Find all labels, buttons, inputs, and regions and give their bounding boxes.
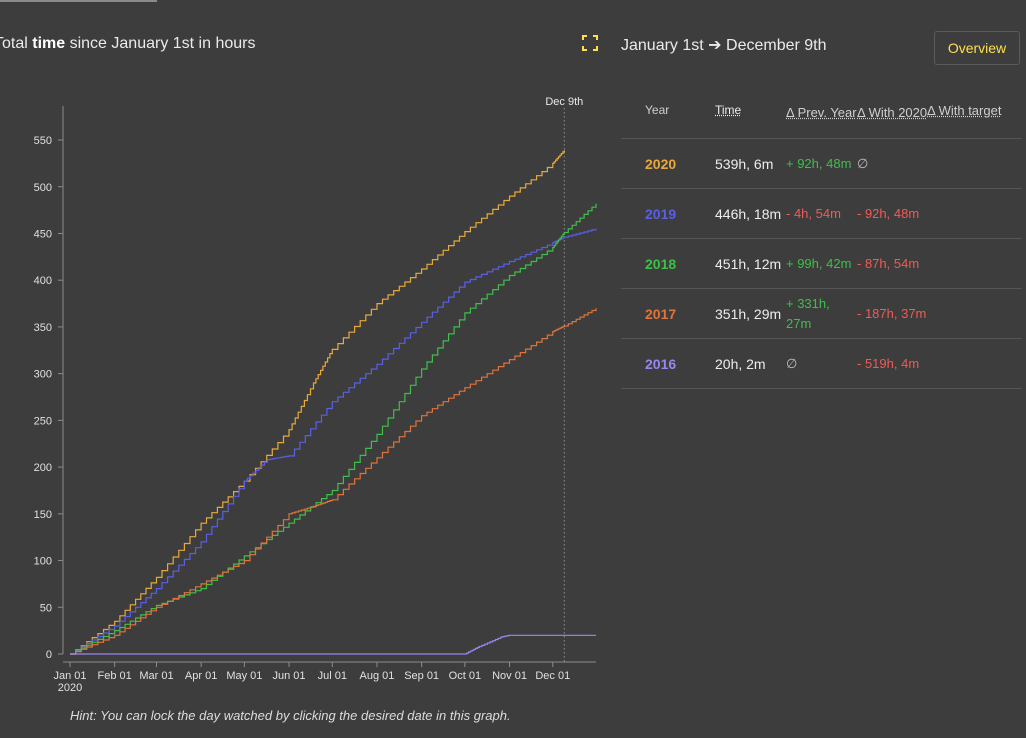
row-year: 2018 [645,255,677,272]
row-delta-prev: - 4h, 54m [786,205,841,221]
row-delta-2020: - 519h, 4m [857,355,920,371]
row-time: 451h, 12m [715,255,782,272]
row-delta-2020: - 92h, 48m [857,205,920,221]
table-row[interactable]: 2017 351h, 29m + 331h, 27m - 187h, 37m [621,289,1022,339]
comparison-table: Year Time Δ Prev. Year Δ With 2020 Δ Wit… [621,93,1022,389]
x-tick-label: Apr 01 [185,670,217,682]
row-delta-2020: ∅ [857,155,869,171]
header-delta-prev-year[interactable]: Δ Prev. Year [786,105,857,120]
x-tick-label: Oct 01 [449,670,481,682]
y-tick-label: 0 [46,649,52,661]
y-tick-label: 500 [34,182,52,194]
row-time: 446h, 18m [715,205,782,222]
row-year: 2019 [645,205,677,222]
y-tick-label: 450 [34,228,52,240]
date-range-label: January 1st ➔ December 9th [621,35,827,55]
x-tick-label: Jan 01 [53,670,86,682]
table-body: 2020 539h, 6m + 92h, 48m ∅ 2019 446h, 18m - 4h… [621,139,1022,389]
table-row[interactable]: 2016 20h, 2m ∅ - 519h, 4m [621,339,1022,389]
row-year: 2017 [645,305,677,322]
x-tick-label: Nov 01 [492,670,527,682]
header-delta-with-target[interactable]: Δ With target [927,103,1002,118]
y-tick-label: 100 [34,556,52,568]
range-from: January 1st [621,37,704,54]
x-tick-label: Mar 01 [139,670,173,682]
series-line-2017 [70,308,597,655]
y-tick-label: 200 [34,462,52,474]
x-tick-label: Feb 01 [98,670,132,682]
header-delta-with-2020[interactable]: Δ With 2020 [857,105,928,120]
row-delta-2020: - 187h, 37m [857,305,927,321]
table-header: Year Time Δ Prev. Year Δ With 2020 Δ Wit… [621,93,1022,139]
series-line-2020 [70,150,565,655]
row-delta-prev: + 331h, 27m [786,295,830,331]
top-tab-indicator [0,0,157,2]
row-delta-prev: ∅ [786,355,798,371]
date-marker-label: Dec 9th [545,96,583,108]
y-tick-label: 150 [34,509,52,521]
overview-button[interactable]: Overview [934,31,1020,65]
y-tick-label: 300 [34,369,52,381]
row-delta-prev: + 92h, 48m [786,155,852,171]
row-year: 2016 [645,355,677,372]
table-row[interactable]: 2019 446h, 18m - 4h, 54m - 92h, 48m [621,189,1022,239]
chart-hint: Hint: You can lock the day watched by cl… [70,708,511,723]
x-tick-label: Aug 01 [360,670,395,682]
chart-title: Total time since January 1st in hours [0,35,256,52]
row-delta-prev: + 99h, 42m [786,255,852,271]
row-time: 20h, 2m [715,355,766,372]
header-time[interactable]: Time [715,103,742,117]
header-year: Year [645,103,670,117]
y-tick-label: 350 [34,322,52,334]
series-line-2019 [70,228,597,655]
y-tick-label: 400 [34,275,52,287]
x-tick-label: Dec 01 [535,670,570,682]
row-year: 2020 [645,155,677,172]
x-tick-label: Jun 01 [273,670,306,682]
range-to: December 9th [726,37,827,54]
y-tick-label: 250 [34,415,52,427]
x-tick-label: May 01 [226,670,262,682]
x-tick-label: Sep 01 [404,670,439,682]
row-delta-2020: - 87h, 54m [857,255,920,271]
x-year-label: 2020 [58,682,82,694]
row-time: 539h, 6m [715,155,774,172]
y-tick-label: 550 [34,135,52,147]
series-line-2016 [70,634,596,655]
row-time: 351h, 29m [715,305,782,322]
table-row[interactable]: 2020 539h, 6m + 92h, 48m ∅ [621,139,1022,189]
cumulative-time-chart[interactable]: 0 50 100 150 200 250 300 350 400 450 500 550 Jan 01 F… [0,90,610,700]
arrow-right-icon: ➔ [708,37,722,54]
expand-corners-icon[interactable] [582,35,598,51]
series-line-2018 [70,203,597,655]
x-tick-label: Jul 01 [318,670,347,682]
table-row[interactable]: 2018 451h, 12m + 99h, 42m - 87h, 54m [621,239,1022,289]
y-tick-label: 50 [40,602,52,614]
